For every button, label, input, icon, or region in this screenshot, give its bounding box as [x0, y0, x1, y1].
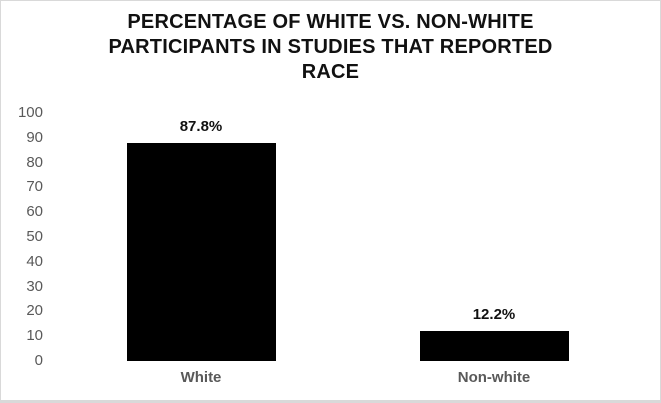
y-axis-tick-label: 40	[26, 252, 43, 270]
bar-white	[126, 143, 276, 361]
chart-title-line-2: PARTICIPANTS IN STUDIES THAT REPORTED	[108, 36, 553, 58]
category-label-non-white: Non-white	[457, 369, 531, 386]
y-axis: 100 90 80 70 60 50 40 30 20 10 0	[1, 1, 43, 400]
bar-non-white	[419, 330, 569, 361]
y-axis-tick-label: 70	[26, 178, 43, 196]
y-axis-tick-label: 100	[17, 104, 43, 121]
y-axis-tick-label: 20	[26, 302, 43, 320]
chart-title-line-3: RACE	[301, 61, 360, 83]
data-label-non-white: 12.2%	[472, 305, 516, 323]
y-axis-tick-label: 50	[26, 228, 43, 245]
chart-title: PERCENTAGE OF WHITE VS. NON-WHITE PARTIC…	[1, 10, 660, 85]
y-axis-tick-label: 80	[26, 153, 43, 171]
y-axis-tick-label: 90	[26, 128, 43, 146]
y-axis-tick-label: 10	[26, 327, 43, 345]
y-axis-tick-label: 60	[26, 203, 43, 221]
y-axis-tick-label: 30	[26, 277, 43, 295]
y-axis-tick-label: 0	[34, 352, 43, 369]
category-label-white: White	[180, 369, 222, 386]
chart-title-line-1: PERCENTAGE OF WHITE VS. NON-WHITE	[127, 11, 534, 33]
data-label-white: 87.8%	[179, 118, 223, 136]
